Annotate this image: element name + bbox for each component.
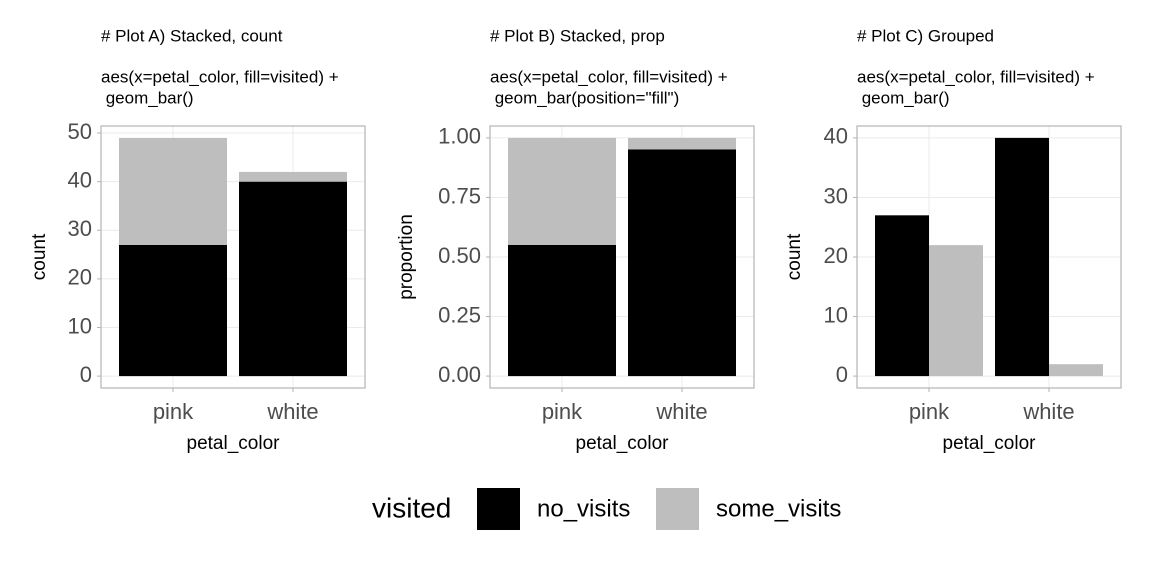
y-tick-label: 10 xyxy=(824,302,848,327)
x-axis-label: petal_color xyxy=(187,433,281,454)
bar xyxy=(239,181,347,377)
legend-label: no_visits xyxy=(537,495,630,522)
bar xyxy=(239,171,347,182)
bar xyxy=(508,137,616,245)
panel-border xyxy=(856,125,1122,389)
y-tick-label: 1.00 xyxy=(438,124,481,149)
chart-subtitle: geom_bar() xyxy=(857,88,950,107)
x-axis-label: petal_color xyxy=(576,433,670,454)
y-tick-label: 10 xyxy=(68,313,92,338)
y-axis-label: count xyxy=(29,233,50,280)
y-tick-label: 20 xyxy=(68,265,92,290)
y-tick-label: 30 xyxy=(824,183,848,208)
y-tick-label: 0.50 xyxy=(438,243,481,268)
chart-subtitle: aes(x=petal_color, fill=visited) + xyxy=(101,67,339,86)
x-tick-label: pink xyxy=(909,399,950,424)
y-tick-label: 0.00 xyxy=(438,362,481,387)
bar xyxy=(995,137,1049,377)
legend-title: visited xyxy=(372,492,451,523)
y-tick-label: 20 xyxy=(824,243,848,268)
chart-subtitle: aes(x=petal_color, fill=visited) + xyxy=(857,67,1095,86)
bar xyxy=(875,215,929,377)
bar xyxy=(628,137,736,150)
x-axis-label: petal_color xyxy=(943,433,1037,454)
legend-key xyxy=(656,488,699,530)
x-tick-label: white xyxy=(655,399,707,424)
y-tick-label: 40 xyxy=(68,167,92,192)
legend-key xyxy=(477,488,520,530)
y-axis-label: count xyxy=(784,233,805,280)
chart-title: # Plot C) Grouped xyxy=(857,26,994,45)
bar xyxy=(508,244,616,377)
chart-title: # Plot A) Stacked, count xyxy=(101,26,283,45)
x-tick-label: white xyxy=(266,399,318,424)
bar xyxy=(119,137,227,245)
y-tick-label: 0.25 xyxy=(438,302,481,327)
bar xyxy=(119,244,227,377)
y-tick-label: 0 xyxy=(80,362,92,387)
chart-subtitle: geom_bar(position="fill") xyxy=(490,88,679,107)
bar xyxy=(929,245,983,377)
y-tick-label: 40 xyxy=(824,124,848,149)
chart-subtitle: aes(x=petal_color, fill=visited) + xyxy=(490,67,728,86)
bar xyxy=(628,149,736,377)
legend-label: some_visits xyxy=(716,495,841,522)
x-tick-label: pink xyxy=(153,399,194,424)
y-tick-label: 50 xyxy=(68,119,92,144)
y-axis-label: proportion xyxy=(396,214,417,300)
x-tick-label: white xyxy=(1022,399,1074,424)
y-tick-label: 0.75 xyxy=(438,183,481,208)
y-tick-label: 30 xyxy=(68,216,92,241)
x-tick-label: pink xyxy=(542,399,583,424)
y-tick-label: 0 xyxy=(836,362,848,387)
panel-border xyxy=(100,125,366,389)
panel-border xyxy=(489,125,755,389)
chart-title: # Plot B) Stacked, prop xyxy=(490,26,665,45)
chart-subtitle: geom_bar() xyxy=(101,88,194,107)
bar xyxy=(1049,364,1103,377)
